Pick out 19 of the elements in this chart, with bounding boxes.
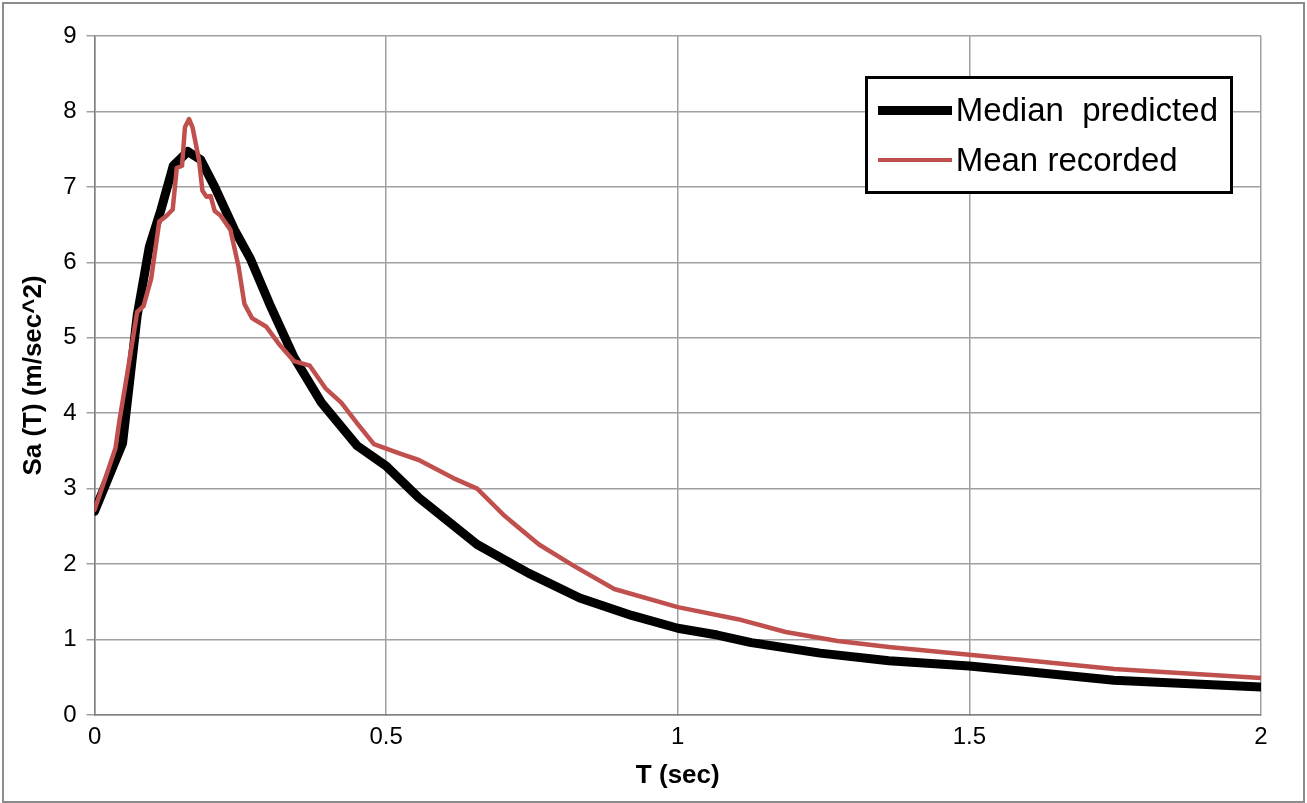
legend-label: Mean recorded [955, 140, 1178, 180]
y-tick-label: 2 [63, 548, 77, 576]
x-tick-label: 1.5 [952, 722, 987, 750]
x-axis-title: T (sec) [635, 758, 720, 789]
y-tick-label: 4 [63, 397, 77, 425]
y-tick-label: 1 [63, 624, 77, 652]
y-tick-label: 9 [63, 20, 77, 48]
legend-label: Median predicted [955, 90, 1218, 130]
x-tick-label: 1 [671, 722, 685, 750]
y-axis-title: Sa (T) (m/sec^2) [16, 275, 47, 476]
y-tick-label: 6 [63, 246, 77, 274]
y-tick-label: 0 [63, 699, 77, 727]
y-tick-label: 7 [63, 171, 77, 199]
y-tick-label: 5 [63, 322, 77, 350]
y-tick-label: 3 [63, 473, 77, 501]
x-tick-label: 0.5 [369, 722, 403, 750]
y-tick-label: 8 [63, 96, 77, 124]
x-tick-label: 0 [87, 722, 102, 750]
x-tick-label: 2 [1254, 722, 1268, 750]
